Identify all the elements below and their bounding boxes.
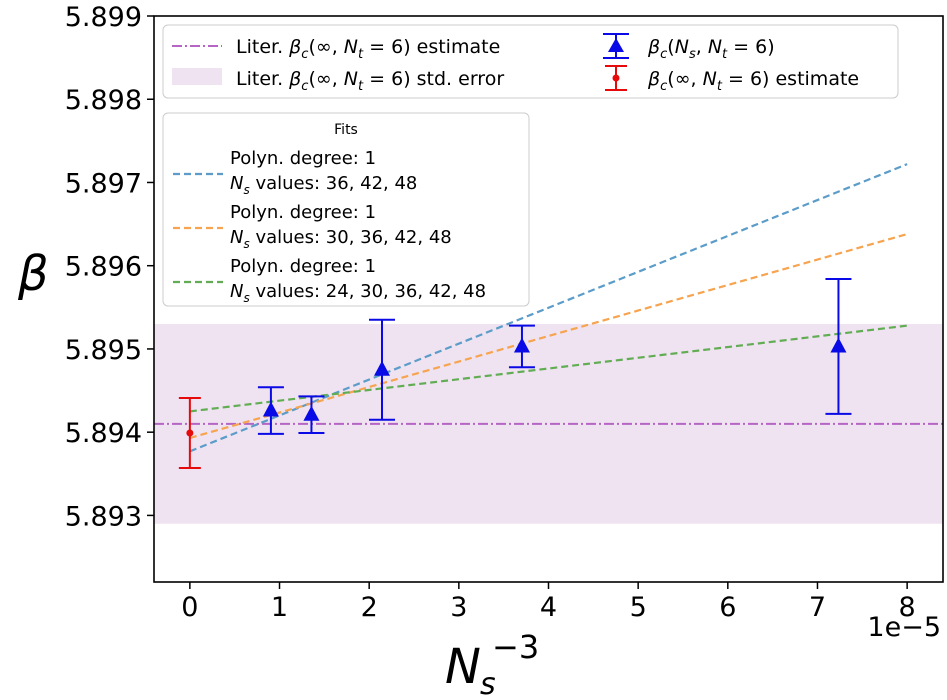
triangle-marker bbox=[262, 401, 279, 417]
y-tick-label: 5.897 bbox=[65, 168, 142, 199]
legend-fit-2: Polyn. degree: 1 Ns values: 30, 36, 42, … bbox=[173, 202, 452, 251]
legend-infinite-volume-estimate-label: βc(∞, Nt = 6) estimate bbox=[647, 68, 859, 94]
legend-fit-1-ns-values: Ns values: 36, 42, 48 bbox=[230, 173, 417, 197]
svg-text:s: s bbox=[480, 667, 496, 700]
legend-main: Liter. βc(∞, Nt = 6) estimate Liter. βc(… bbox=[162, 24, 899, 99]
x-tick-label: 8 bbox=[899, 592, 916, 623]
legend-triangle-marker bbox=[608, 38, 624, 52]
triangle-marker bbox=[830, 337, 847, 353]
svg-text:N: N bbox=[445, 639, 481, 695]
x-axis-offset-label: 1e−5 bbox=[867, 612, 941, 643]
data-point-2-1 bbox=[178, 397, 201, 469]
x-tick-label: 5 bbox=[630, 592, 647, 623]
legend-fit-3: Polyn. degree: 1 Ns values: 24, 30, 36, … bbox=[173, 256, 486, 305]
data-point-1-3 bbox=[369, 318, 396, 421]
svg-text:−3: −3 bbox=[492, 628, 539, 666]
triangle-marker bbox=[303, 405, 320, 421]
dot-marker bbox=[186, 429, 194, 437]
legend-literature-estimate-label: Liter. βc(∞, Nt = 6) estimate bbox=[236, 36, 500, 62]
x-tick-label: 4 bbox=[540, 592, 557, 623]
x-axis-label: N s −3 bbox=[445, 628, 539, 700]
legend-fit-3-ns-values: Ns values: 24, 30, 36, 42, 48 bbox=[230, 281, 486, 305]
legend-fits-title: Fits bbox=[334, 122, 358, 138]
data-point-1-2 bbox=[298, 395, 325, 435]
legend-item-literature-std-error: Liter. βc(∞, Nt = 6) std. error bbox=[172, 68, 504, 94]
legend-dot-marker bbox=[612, 74, 620, 82]
x-tick-label: 7 bbox=[809, 592, 826, 623]
x-tick-label: 2 bbox=[361, 592, 378, 623]
y-tick-label: 5.896 bbox=[65, 252, 142, 283]
legend-fit-3-degree: Polyn. degree: 1 bbox=[230, 256, 376, 277]
x-axis-ticks: 0 1 2 3 4 5 6 7 8 bbox=[181, 582, 916, 623]
fit-line-1 bbox=[189, 163, 908, 453]
legend-item-literature-estimate: Liter. βc(∞, Nt = 6) estimate bbox=[172, 36, 500, 62]
data-point-1-1 bbox=[257, 386, 284, 435]
triangle-marker bbox=[374, 360, 391, 376]
y-tick-label: 5.895 bbox=[65, 335, 142, 366]
legend-finite-volume-label: βc(Ns, Nt = 6) bbox=[647, 36, 775, 62]
y-tick-label: 5.898 bbox=[65, 85, 142, 116]
legend-fit-2-degree: Polyn. degree: 1 bbox=[230, 202, 376, 223]
y-tick-label: 5.893 bbox=[65, 501, 142, 532]
y-tick-label: 5.899 bbox=[65, 2, 142, 33]
fit-lines bbox=[189, 163, 908, 453]
x-tick-label: 6 bbox=[719, 592, 736, 623]
y-axis-ticks: 5.893 5.894 5.895 5.896 5.897 5.898 5.899 bbox=[65, 2, 154, 532]
x-tick-label: 0 bbox=[181, 592, 198, 623]
data-point-1-5 bbox=[825, 278, 852, 415]
data-points bbox=[178, 278, 852, 469]
legend-item-finite-volume: βc(Ns, Nt = 6) bbox=[603, 33, 775, 62]
legend-fits: Fits Polyn. degree: 1 Ns values: 36, 42,… bbox=[162, 112, 530, 307]
data-point-1-4 bbox=[508, 324, 535, 369]
legend-item-infinite-volume-estimate: βc(∞, Nt = 6) estimate bbox=[605, 65, 859, 94]
svg-text:β: β bbox=[17, 246, 49, 302]
legend-literature-std-error-label: Liter. βc(∞, Nt = 6) std. error bbox=[236, 68, 504, 94]
triangle-marker bbox=[513, 337, 530, 353]
legend-fit-1: Polyn. degree: 1 Ns values: 36, 42, 48 bbox=[173, 148, 417, 197]
x-tick-label: 3 bbox=[450, 592, 467, 623]
y-tick-label: 5.894 bbox=[65, 418, 142, 449]
legend-fit-2-ns-values: Ns values: 30, 36, 42, 48 bbox=[230, 227, 452, 251]
legend-literature-band-swatch bbox=[172, 68, 222, 85]
y-axis-label: β bbox=[17, 246, 49, 302]
legend-fit-1-degree: Polyn. degree: 1 bbox=[230, 148, 376, 169]
x-tick-label: 1 bbox=[271, 592, 288, 623]
fit-line-2 bbox=[189, 233, 908, 440]
plot-area bbox=[154, 163, 943, 524]
